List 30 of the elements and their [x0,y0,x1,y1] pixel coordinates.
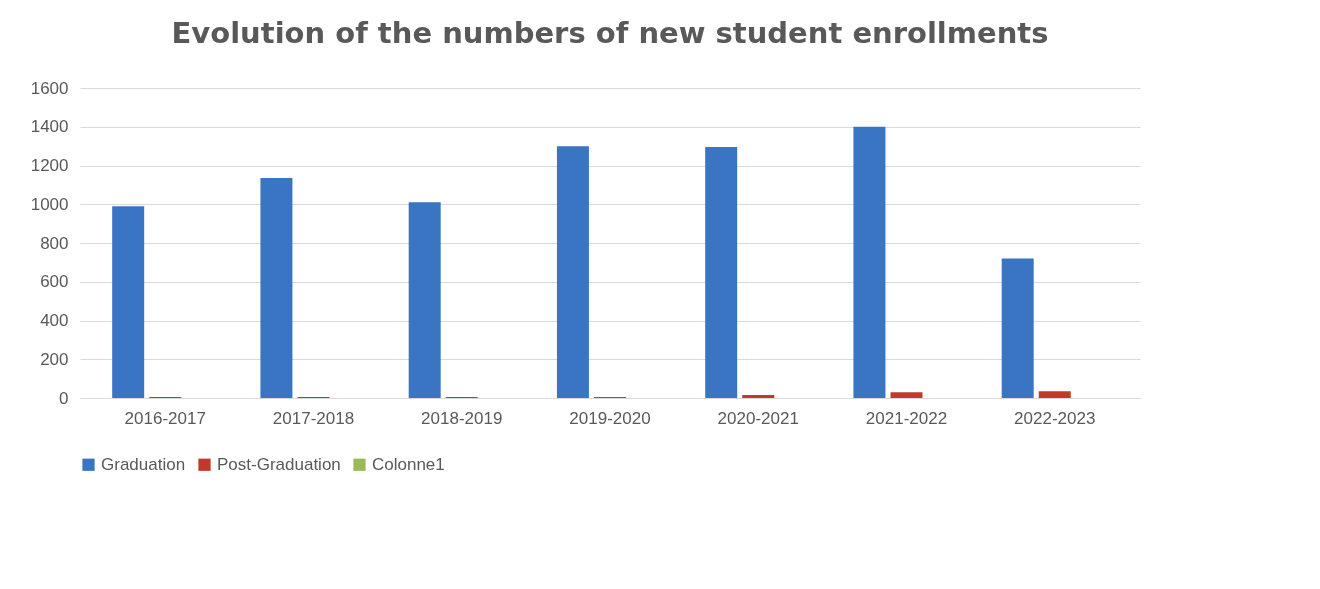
y-tick-label: 200 [40,349,69,369]
chart-title: Evolution of the numbers of new student enrollments [171,16,1049,50]
y-tick-label: 1600 [30,78,69,98]
bar [705,147,738,398]
legend-label: Post-Graduation [217,454,341,474]
legend-label: Colonne1 [372,454,445,474]
bar [1001,258,1034,398]
y-tick-label: 1200 [30,156,69,175]
x-tick-label: 2021-2022 [865,408,948,428]
bar [1038,391,1071,398]
bar [853,126,886,398]
bar [556,146,589,398]
x-tick-label: 2022-2023 [1014,408,1096,428]
y-tick-label: 600 [40,272,69,292]
y-tick-label: 1400 [30,117,69,137]
y-tick-label: 1000 [30,194,69,214]
y-tick-label: 800 [40,233,69,253]
bar [260,178,293,398]
x-tick-label: 2018-2019 [421,408,503,428]
x-tick-label: 2016-2017 [124,408,206,428]
x-tick-label: 2017-2018 [272,408,355,428]
x-tick-label: 2019-2020 [569,408,651,428]
legend-label: Graduation [101,454,186,474]
y-tick-label: 0 [59,388,69,408]
bar [742,395,775,398]
x-tick-label: 2020-2021 [717,408,799,428]
bar [408,202,441,398]
bar [112,206,145,398]
y-tick-label: 400 [40,311,69,330]
bar [890,392,923,398]
